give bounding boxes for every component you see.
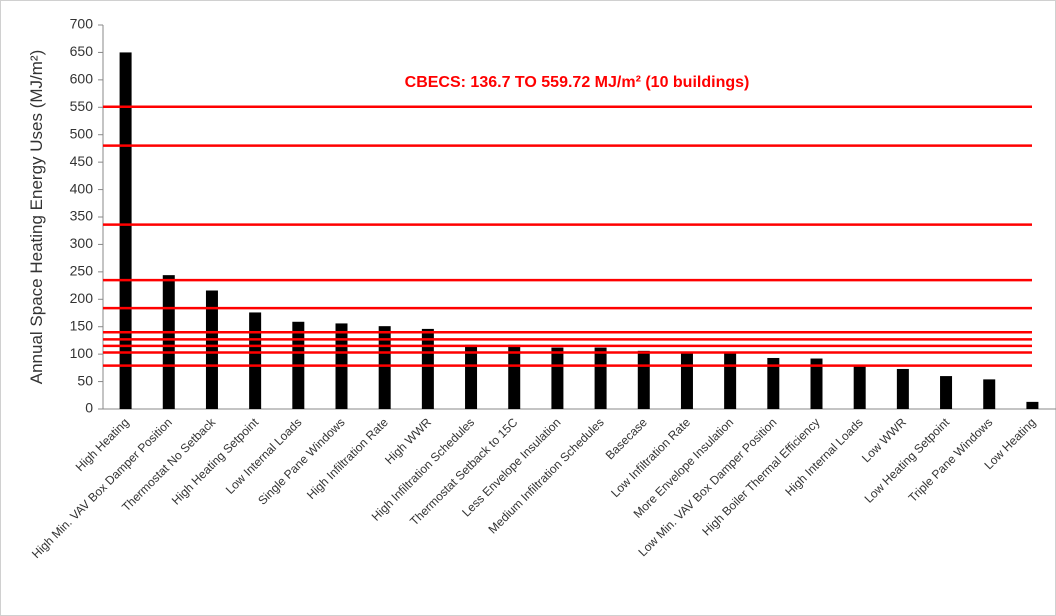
bar — [551, 347, 564, 409]
y-tick-label: 600 — [70, 71, 94, 87]
y-tick-label: 500 — [70, 125, 94, 141]
bar — [249, 312, 262, 409]
bar — [205, 290, 218, 409]
annotation: CBECS: 136.7 TO 559.72 MJ/m² (10 buildin… — [405, 74, 750, 91]
bar — [767, 357, 780, 409]
bar — [465, 344, 478, 409]
bar — [940, 376, 953, 409]
bar — [119, 52, 132, 410]
bar — [853, 366, 866, 409]
bar — [896, 368, 909, 409]
y-tick-label: 450 — [70, 153, 94, 169]
y-tick-label: 200 — [70, 290, 94, 306]
y-tick-label: 250 — [70, 263, 94, 279]
y-tick-label: 100 — [70, 345, 94, 361]
y-tick-label: 700 — [70, 16, 94, 32]
bar — [680, 352, 693, 409]
bar — [810, 358, 823, 409]
bar — [724, 353, 737, 409]
bar — [637, 350, 650, 409]
y-tick-label: 300 — [70, 235, 94, 251]
bar — [594, 347, 607, 409]
y-tick-label: 650 — [70, 43, 94, 59]
bar — [162, 275, 175, 409]
y-tick-label: 550 — [70, 98, 94, 114]
y-tick-label: 0 — [85, 400, 93, 416]
bar — [1026, 401, 1039, 409]
bar — [983, 379, 996, 409]
bar — [421, 328, 434, 409]
y-tick-label: 150 — [70, 317, 94, 333]
y-axis-label: Annual Space Heating Energy Uses (MJ/m²) — [27, 50, 46, 384]
bar — [508, 344, 521, 409]
y-tick-label: 400 — [70, 180, 94, 196]
y-tick-label: 50 — [77, 372, 93, 388]
y-tick-label: 350 — [70, 208, 94, 224]
